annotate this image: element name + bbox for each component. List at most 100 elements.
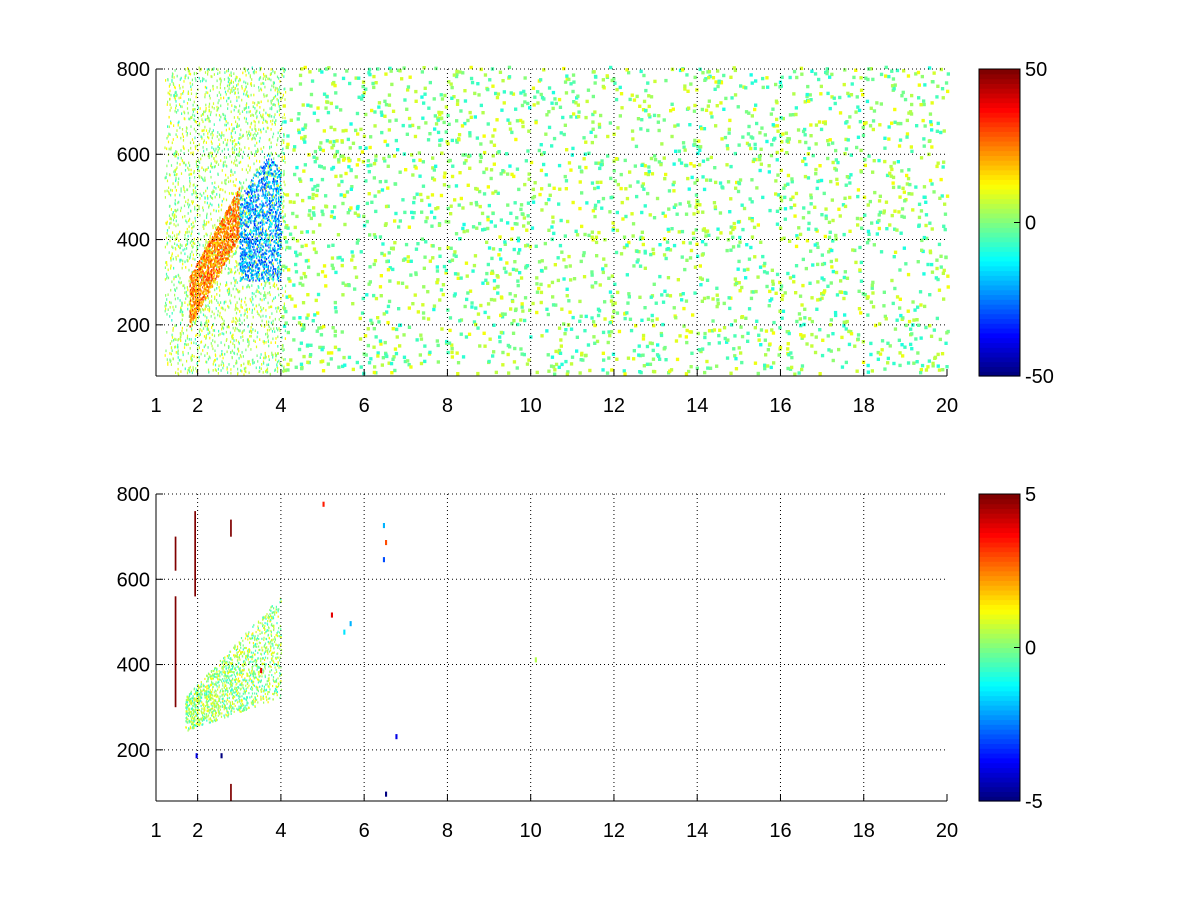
heatmap-cell <box>386 186 390 190</box>
heatmap-cell <box>246 68 249 72</box>
heatmap-cell <box>461 355 466 359</box>
heatmap-cell <box>808 93 812 97</box>
heatmap-cell <box>546 353 550 357</box>
heatmap-cell <box>180 251 182 255</box>
heatmap-cell <box>189 301 192 304</box>
heatmap-cell <box>195 319 197 323</box>
heatmap-cell <box>289 87 293 92</box>
heatmap-cell <box>248 213 250 216</box>
heatmap-cell <box>295 214 299 219</box>
heatmap-cell <box>365 293 369 297</box>
heatmap-cell <box>226 69 228 73</box>
heatmap-cell <box>431 156 435 160</box>
heatmap-cell <box>222 322 224 325</box>
heatmap-cell <box>299 362 304 366</box>
heatmap-cell <box>847 342 852 347</box>
heatmap-cell <box>255 200 257 204</box>
heatmap-cell <box>907 192 911 196</box>
heatmap-cell <box>649 295 653 299</box>
heatmap-cell <box>165 301 167 305</box>
heatmap-cell <box>792 69 797 74</box>
heatmap-cell <box>778 326 782 330</box>
heatmap-cell <box>545 307 549 311</box>
heatmap-cell <box>167 293 169 296</box>
heatmap-cell <box>306 258 310 263</box>
heatmap-cell <box>776 129 780 133</box>
heatmap-cell <box>172 246 174 250</box>
heatmap-cell <box>231 140 233 143</box>
heatmap-cell <box>807 221 811 226</box>
heatmap-cell <box>265 119 267 123</box>
heatmap-cell <box>917 323 921 327</box>
heatmap-cell <box>271 353 273 356</box>
heatmap-cell <box>301 198 305 203</box>
heatmap-cell <box>826 156 830 161</box>
heatmap-cell <box>571 200 575 205</box>
heatmap-cell <box>936 277 940 282</box>
heatmap-cell <box>190 369 193 372</box>
heatmap-cell <box>613 301 617 305</box>
heatmap-cell <box>523 182 527 187</box>
heatmap-cell <box>685 163 689 168</box>
heatmap-cell <box>203 219 205 223</box>
heatmap-cell <box>171 339 173 343</box>
heatmap-cell <box>208 355 210 359</box>
heatmap-cell <box>747 257 752 261</box>
heatmap-cell <box>223 319 225 323</box>
heatmap-cell <box>197 276 199 280</box>
heatmap-cell <box>261 324 263 327</box>
heatmap-cell <box>199 69 201 72</box>
heatmap-cell <box>172 329 174 332</box>
heatmap-cell <box>230 135 232 138</box>
heatmap-cell <box>204 196 206 199</box>
heatmap-cell <box>735 180 739 185</box>
heatmap-cell <box>182 161 185 165</box>
heatmap-cell <box>648 341 652 345</box>
heatmap-cell <box>227 89 229 93</box>
heatmap-cell <box>384 72 388 76</box>
heatmap-cell <box>772 320 776 325</box>
heatmap-cell <box>893 286 897 291</box>
heatmap-cell <box>330 351 334 355</box>
heatmap-cell <box>272 81 274 84</box>
heatmap-cell <box>489 220 493 224</box>
heatmap-cell <box>185 297 187 301</box>
heatmap-cell <box>801 257 805 262</box>
heatmap-cell <box>572 277 577 281</box>
heatmap-cell <box>731 227 735 232</box>
heatmap-cell <box>278 327 280 330</box>
heatmap-cell <box>283 365 285 369</box>
heatmap-cell <box>277 267 279 270</box>
heatmap-cell <box>398 69 402 73</box>
heatmap-cell <box>784 131 788 135</box>
heatmap-cell <box>175 106 177 110</box>
heatmap-cell <box>584 314 588 319</box>
heatmap-cell <box>905 132 910 136</box>
heatmap-cell <box>326 351 331 355</box>
heatmap-cell <box>276 75 279 79</box>
heatmap-cell <box>422 266 426 270</box>
heatmap-cell <box>263 108 265 112</box>
heatmap-cell <box>526 201 531 205</box>
heatmap-cell <box>641 108 646 112</box>
heatmap-cell <box>192 113 194 117</box>
heatmap-cell <box>333 334 337 338</box>
heatmap-cell <box>215 147 217 151</box>
heatmap-cell <box>216 86 218 89</box>
heatmap-cell <box>729 248 733 252</box>
heatmap-cell <box>569 362 574 366</box>
heatmap-cell <box>164 146 166 150</box>
heatmap-cell <box>196 165 198 168</box>
heatmap-cell <box>231 255 233 258</box>
heatmap-cell <box>845 175 849 179</box>
heatmap-cell <box>701 210 705 214</box>
heatmap-cell <box>217 309 219 313</box>
heatmap-cell <box>176 129 178 132</box>
heatmap-cell <box>433 127 437 131</box>
heatmap-cell <box>283 75 285 78</box>
heatmap-cell <box>276 360 279 364</box>
heatmap-cell <box>599 180 603 184</box>
heatmap-cell <box>489 140 493 144</box>
heatmap-cell <box>182 332 184 335</box>
heatmap-cell <box>354 76 358 80</box>
